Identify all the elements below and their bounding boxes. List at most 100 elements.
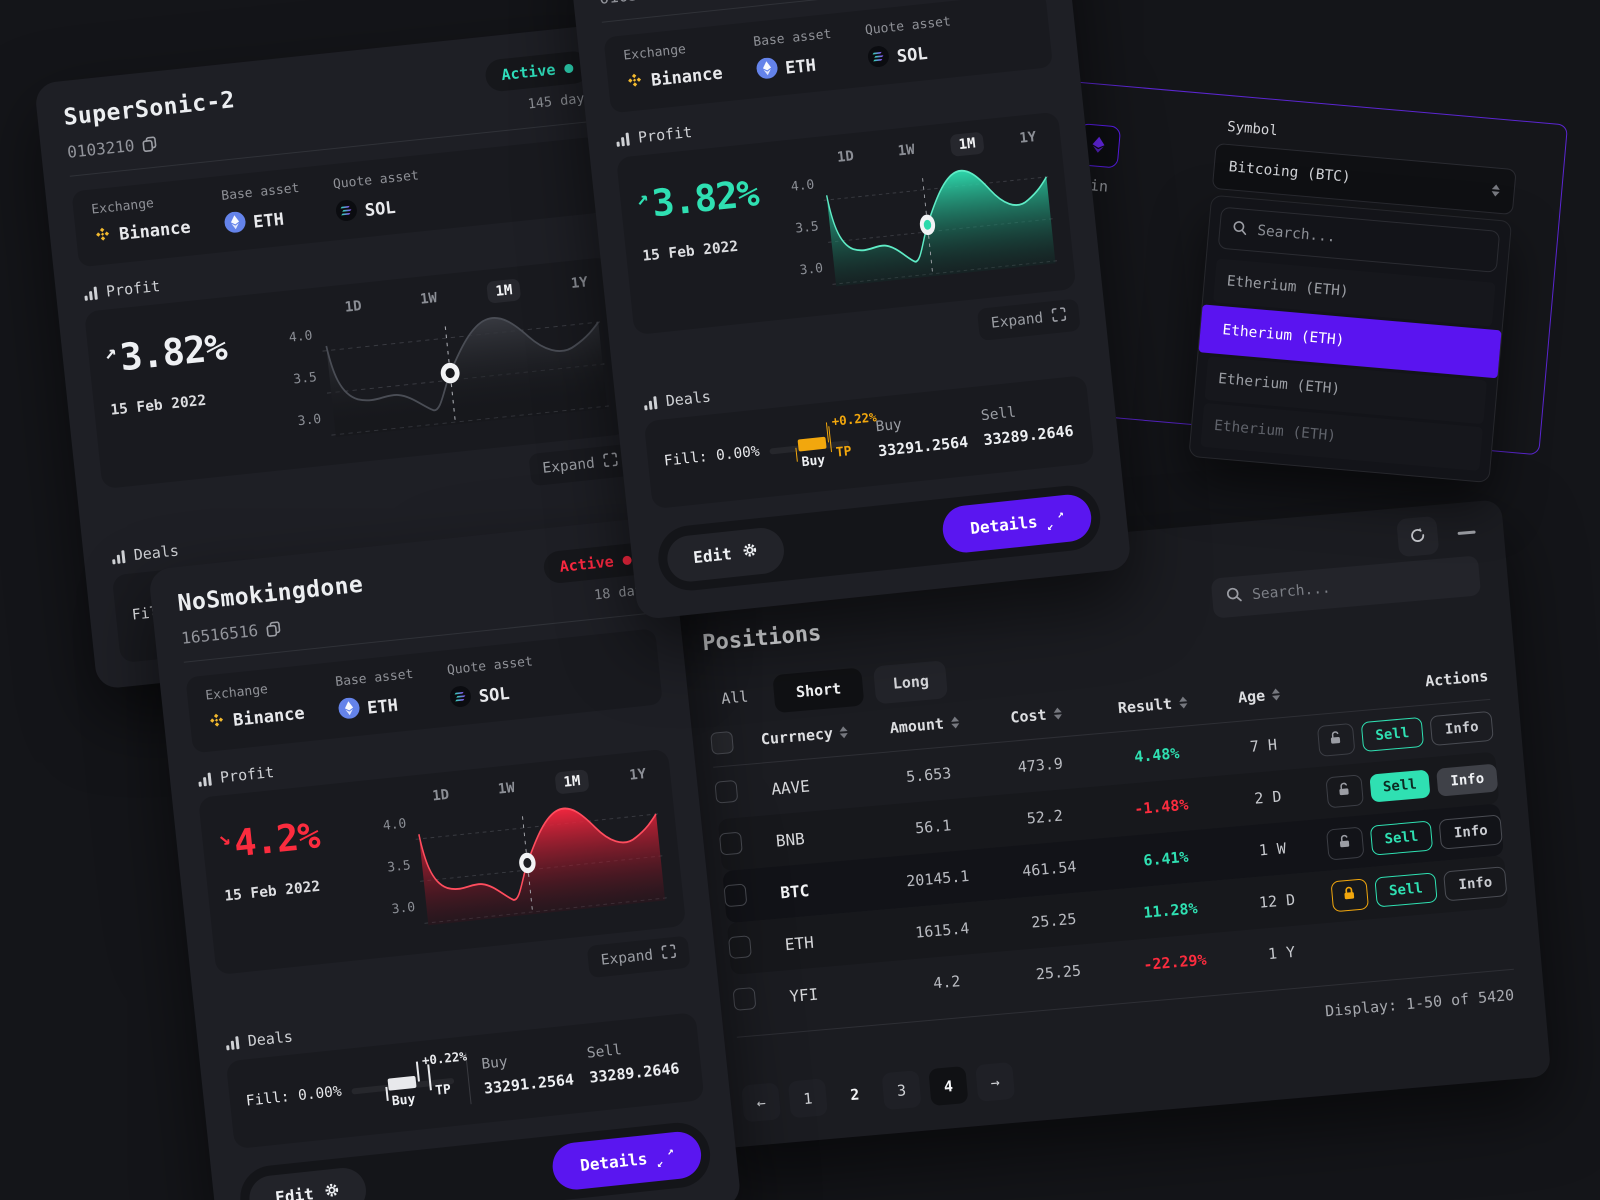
edit-button[interactable]: Edit xyxy=(247,1165,368,1200)
buy-marker[interactable] xyxy=(387,1075,417,1091)
positions-search-input[interactable] xyxy=(1251,568,1467,604)
buy-marker[interactable] xyxy=(797,436,827,452)
details-button[interactable]: Details ↗ ↙ xyxy=(940,492,1094,555)
bar-chart-icon xyxy=(111,549,126,564)
lock-button-locked[interactable] xyxy=(1330,877,1369,912)
column-header-amount[interactable]: Amount xyxy=(868,711,981,739)
column-header-cost[interactable]: Cost xyxy=(979,702,1092,730)
minimize-icon[interactable] xyxy=(1457,529,1476,535)
previous-page-button[interactable]: ← xyxy=(741,1082,782,1123)
range-tab-1d[interactable]: 1D xyxy=(343,298,363,316)
range-tab-1w[interactable]: 1W xyxy=(419,290,438,308)
lock-closed-icon xyxy=(1341,885,1358,904)
asset-info-panel: Exchange Binance Base asset ETH Quote as… xyxy=(603,0,1053,114)
symbol-search-input[interactable] xyxy=(1256,222,1487,259)
card-actions-row: Edit Details ↗ ↙ xyxy=(655,482,1104,594)
page-button-1[interactable]: 1 xyxy=(787,1078,828,1119)
row-checkbox[interactable] xyxy=(728,934,752,959)
sell-button[interactable]: Sell xyxy=(1368,769,1431,803)
profit-value: ↗ 3.82% xyxy=(635,171,761,226)
chart-cursor-dot xyxy=(519,852,536,874)
select-all-checkbox[interactable] xyxy=(710,731,735,755)
refresh-button[interactable] xyxy=(1396,515,1440,558)
column-header-result[interactable]: Result xyxy=(1091,691,1214,720)
sort-icon xyxy=(839,725,849,739)
tab-long[interactable]: Long xyxy=(873,660,949,705)
chain-select-button[interactable] xyxy=(1075,123,1122,169)
expand-icon xyxy=(1051,307,1067,326)
range-tab-1d[interactable]: 1D xyxy=(431,786,450,805)
table-row: BNB 56.1 52.2 -1.48% 2 D Sell Info xyxy=(717,751,1500,872)
info-button[interactable]: Info xyxy=(1436,763,1499,797)
fill-label: Fill: 0.00% xyxy=(663,443,761,470)
copy-icon[interactable] xyxy=(265,620,282,637)
edit-button[interactable]: Edit xyxy=(665,525,786,584)
asset-info-panel: Exchange Binance Base asset ETH Quote as… xyxy=(71,136,605,268)
chevron-down-icon[interactable] xyxy=(739,741,747,742)
status-dot-icon xyxy=(563,63,574,73)
range-tab-1d[interactable]: 1D xyxy=(836,148,855,166)
info-button[interactable]: Info xyxy=(1429,710,1494,747)
expand-button[interactable]: Expand xyxy=(528,443,633,487)
range-tab-1y[interactable]: 1Y xyxy=(1018,129,1038,147)
bot-id: 0103210 xyxy=(66,135,136,162)
table-row: ETH 1615.4 25.25 11.28% 12 D Sell Info xyxy=(726,855,1509,976)
column-header-currency[interactable]: Currnecy xyxy=(760,721,869,749)
positions-search[interactable] xyxy=(1210,555,1482,619)
buy-marker-label: Buy xyxy=(391,1091,417,1110)
column-header-age[interactable]: Age xyxy=(1212,683,1305,709)
range-tab-1y[interactable]: 1Y xyxy=(628,766,647,784)
take-profit-label: TP xyxy=(835,444,853,461)
page-button-3[interactable]: 3 xyxy=(881,1070,922,1111)
page-button-2[interactable]: 2 xyxy=(835,1074,875,1114)
fill-label: Fill: 0.00% xyxy=(245,1083,343,1110)
info-button[interactable]: Info xyxy=(1438,814,1503,850)
row-checkbox[interactable] xyxy=(732,986,757,1011)
profit-chart: 1D 1W 1M 1Y 4.0 3.5 3.0 xyxy=(279,272,610,454)
page-button-4-active[interactable]: 4 xyxy=(928,1065,969,1107)
symbol-dropdown-panel: Symbol Bitcoing (BTC) Etherium (ETH) Eth… xyxy=(1188,118,1518,484)
copy-icon[interactable] xyxy=(142,135,159,152)
row-checkbox[interactable] xyxy=(718,831,743,855)
sell-button[interactable]: Sell xyxy=(1360,716,1425,753)
profit-panel: ↗ 3.82% 15 Feb 2022 1D 1W 1M 1Y 4.0 3.5 3… xyxy=(616,111,1077,336)
tab-short[interactable]: Short xyxy=(772,667,865,714)
buy-price: 33291.2564 xyxy=(877,432,969,460)
bot-id: 0103210 xyxy=(598,0,667,8)
details-button[interactable]: Details ↗ ↙ xyxy=(549,1129,704,1192)
expand-button[interactable]: Expand xyxy=(976,298,1081,341)
bar-chart-icon xyxy=(225,1035,240,1050)
range-tab-1y[interactable]: 1Y xyxy=(570,274,589,292)
range-tab-1w[interactable]: 1W xyxy=(497,779,516,798)
chain-panel: lain xyxy=(1029,80,1569,456)
deal-progress-slider[interactable]: +0.22% Buy TP xyxy=(349,1048,468,1116)
sort-icon xyxy=(1052,707,1062,720)
symbol-search[interactable] xyxy=(1217,206,1501,273)
range-tab-1w[interactable]: 1W xyxy=(897,141,916,160)
trend-down-icon: ↘ xyxy=(217,825,231,851)
tick xyxy=(415,1061,420,1082)
row-checkbox[interactable] xyxy=(714,779,739,804)
lock-button[interactable] xyxy=(1316,722,1355,757)
sell-price: 33289.2646 xyxy=(982,421,1075,449)
take-profit-label: TP xyxy=(434,1082,452,1099)
binance-icon xyxy=(625,71,644,95)
next-page-button[interactable]: → xyxy=(975,1061,1016,1102)
sol-icon xyxy=(335,199,359,227)
expand-button[interactable]: Expand xyxy=(586,935,691,979)
range-tab-1m-active[interactable]: 1M xyxy=(554,769,590,795)
diagonal-arrows-icon: ↗ ↙ xyxy=(656,1143,675,1170)
deal-progress-slider[interactable]: +0.22% Buy TP xyxy=(767,409,877,476)
eth-icon xyxy=(337,697,361,725)
lock-button[interactable] xyxy=(1325,826,1365,861)
card-actions-row: Edit Details ↗ ↙ xyxy=(237,1119,714,1200)
range-tab-1m-active[interactable]: 1M xyxy=(949,131,985,157)
range-tab-1m-active[interactable]: 1M xyxy=(486,278,522,304)
sell-button[interactable]: Sell xyxy=(1373,872,1438,908)
info-button[interactable]: Info xyxy=(1443,866,1508,902)
row-checkbox[interactable] xyxy=(723,882,748,907)
lock-button[interactable] xyxy=(1324,773,1364,808)
tab-all[interactable]: All xyxy=(706,676,764,719)
sell-button[interactable]: Sell xyxy=(1369,820,1434,856)
